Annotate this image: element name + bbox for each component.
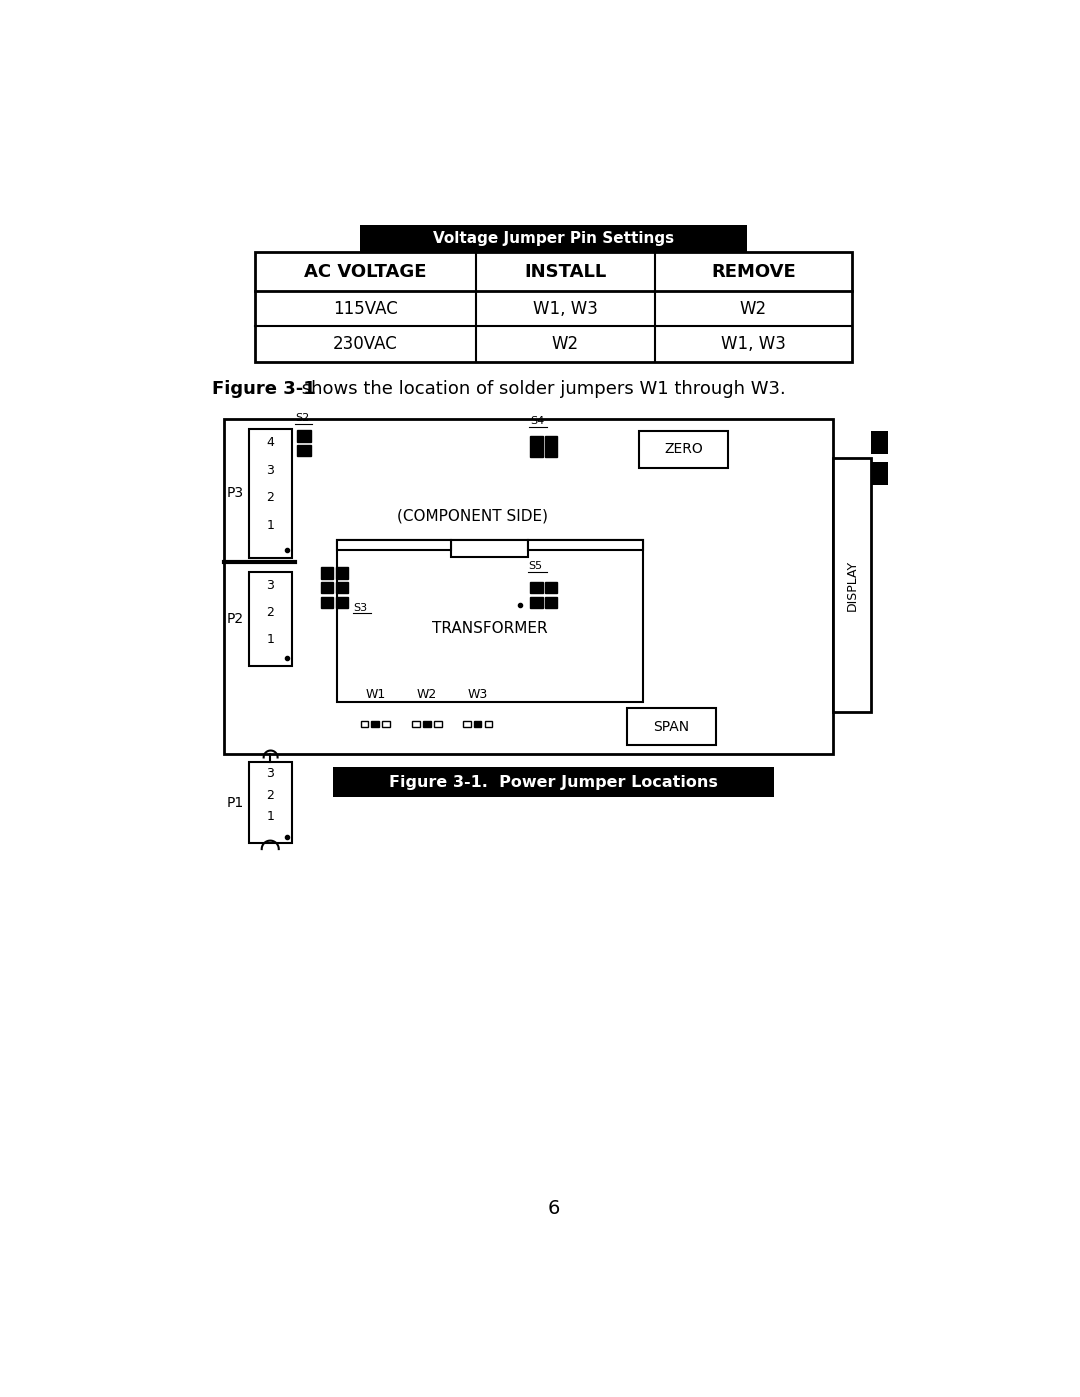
Text: W2: W2 bbox=[552, 335, 579, 353]
Text: P3: P3 bbox=[227, 486, 243, 500]
Text: 3: 3 bbox=[267, 464, 274, 476]
Text: 1: 1 bbox=[267, 520, 274, 532]
Bar bbox=[336, 583, 348, 594]
Text: SPAN: SPAN bbox=[653, 719, 690, 733]
Bar bbox=[463, 721, 471, 728]
Bar bbox=[333, 767, 774, 796]
Text: 1: 1 bbox=[267, 633, 274, 647]
Bar bbox=[528, 541, 643, 549]
Bar bbox=[545, 436, 557, 457]
Bar bbox=[872, 432, 889, 454]
Text: 4: 4 bbox=[267, 436, 274, 448]
Bar bbox=[474, 721, 482, 728]
Text: TRANSFORMER: TRANSFORMER bbox=[432, 622, 548, 637]
Text: 1: 1 bbox=[267, 810, 274, 823]
Text: 2: 2 bbox=[267, 606, 274, 619]
Bar bbox=[382, 721, 390, 728]
Bar bbox=[297, 444, 311, 457]
Bar bbox=[248, 571, 292, 666]
Bar bbox=[545, 597, 557, 608]
Text: P1: P1 bbox=[227, 795, 244, 809]
Text: 115VAC: 115VAC bbox=[333, 299, 397, 317]
Bar bbox=[336, 597, 348, 608]
Text: 2: 2 bbox=[267, 789, 274, 802]
Bar bbox=[321, 597, 334, 608]
Text: W3: W3 bbox=[468, 687, 488, 701]
Bar bbox=[321, 583, 334, 594]
Bar bbox=[336, 567, 348, 578]
Text: W2: W2 bbox=[740, 299, 767, 317]
Text: W1, W3: W1, W3 bbox=[721, 335, 786, 353]
Bar bbox=[361, 721, 368, 728]
Bar bbox=[372, 721, 379, 728]
Text: Voltage Jumper Pin Settings: Voltage Jumper Pin Settings bbox=[433, 231, 674, 246]
Bar bbox=[337, 541, 643, 703]
Bar bbox=[833, 458, 872, 712]
Bar bbox=[872, 462, 889, 485]
Bar bbox=[248, 763, 292, 842]
Text: S2: S2 bbox=[296, 414, 310, 423]
Bar bbox=[627, 708, 716, 745]
Bar bbox=[337, 541, 450, 549]
Text: 6: 6 bbox=[548, 1199, 559, 1218]
Text: Figure 3-1: Figure 3-1 bbox=[213, 380, 316, 398]
Text: REMOVE: REMOVE bbox=[711, 263, 796, 281]
Text: shows the location of solder jumpers W1 through W3.: shows the location of solder jumpers W1 … bbox=[296, 380, 786, 398]
Bar bbox=[434, 721, 442, 728]
Text: P2: P2 bbox=[227, 612, 243, 626]
Bar bbox=[248, 429, 292, 557]
Bar bbox=[321, 567, 334, 578]
Bar bbox=[530, 436, 542, 457]
Text: INSTALL: INSTALL bbox=[524, 263, 607, 281]
Text: W1, W3: W1, W3 bbox=[534, 299, 598, 317]
Bar bbox=[545, 583, 557, 594]
Text: Figure 3-1.  Power Jumper Locations: Figure 3-1. Power Jumper Locations bbox=[389, 774, 718, 789]
Bar bbox=[485, 721, 492, 728]
Bar bbox=[360, 225, 747, 251]
Bar bbox=[423, 721, 431, 728]
Bar bbox=[530, 597, 542, 608]
Text: W2: W2 bbox=[417, 687, 437, 701]
Bar bbox=[297, 430, 311, 441]
Text: (COMPONENT SIDE): (COMPONENT SIDE) bbox=[396, 509, 548, 524]
Text: 3: 3 bbox=[267, 767, 274, 780]
Text: 230VAC: 230VAC bbox=[333, 335, 397, 353]
Text: S4: S4 bbox=[530, 416, 544, 426]
Text: 3: 3 bbox=[267, 580, 274, 592]
Bar bbox=[413, 721, 420, 728]
Text: S3: S3 bbox=[353, 604, 367, 613]
Bar bbox=[530, 583, 542, 594]
Text: S5: S5 bbox=[529, 562, 543, 571]
Text: 2: 2 bbox=[267, 492, 274, 504]
Bar bbox=[255, 253, 852, 362]
Bar bbox=[638, 432, 728, 468]
Bar bbox=[450, 541, 528, 557]
Bar bbox=[225, 419, 833, 754]
Text: W1: W1 bbox=[365, 687, 386, 701]
Text: ZERO: ZERO bbox=[664, 443, 703, 457]
Text: DISPLAY: DISPLAY bbox=[846, 559, 859, 610]
Text: AC VOLTAGE: AC VOLTAGE bbox=[305, 263, 427, 281]
